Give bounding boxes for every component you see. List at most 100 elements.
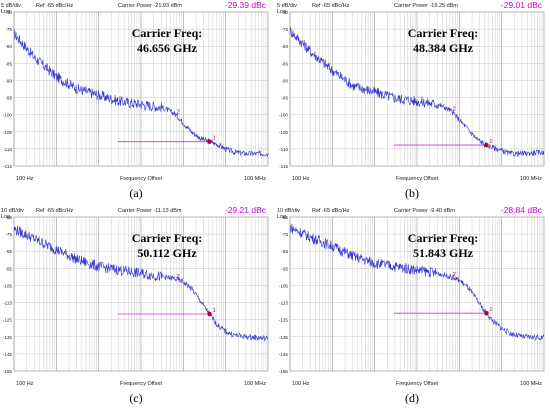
carrier-freq-value: 48.384 GHz — [413, 41, 473, 55]
marker-2-label: 2 — [177, 274, 180, 280]
marker-value: -29.01 dBc — [501, 0, 543, 10]
carrier-freq-title: Carrier Freq: — [407, 26, 479, 40]
phase-noise-panel-2: 5 dB/div Log Ref -65 dBc/Hz Carrier Power -… — [276, 0, 548, 205]
y-tick-label: -85 — [5, 61, 12, 66]
marker-1-label: 1 — [213, 136, 216, 142]
y-tick-label: -75 — [281, 232, 288, 237]
carrier-freq-label: Carrier Freq: 50.112 GHz — [112, 231, 222, 261]
phase-noise-panel-3: 10 dB/div Log Ref -65 dBc/Hz Carrier Power … — [0, 205, 272, 410]
y-tick-label: -100 — [279, 113, 289, 118]
carrier-freq-title: Carrier Freq: — [407, 231, 479, 245]
y-tick-label: -105 — [3, 130, 13, 135]
y-tick-label: -155 — [279, 369, 289, 374]
y-tick-label: -105 — [3, 283, 13, 288]
phase-noise-panel-4: 10 dB/div Log Ref -65 dBc/Hz Carrier Power … — [276, 205, 548, 410]
marker-1-label: 1 — [213, 308, 216, 314]
y-tick-label: -115 — [279, 301, 288, 306]
x-axis-label: Frequency Offset — [120, 381, 163, 387]
y-tick-label: -155 — [3, 369, 13, 374]
phase-noise-trace — [13, 225, 269, 342]
y-tick-label: -115 — [279, 164, 288, 169]
marker-value: -29.21 dBc — [225, 205, 267, 215]
ref-label: Ref -65 dBc/Hz — [312, 208, 350, 214]
y-tick-label: -75 — [281, 27, 288, 32]
x-axis-label: Frequency Offset — [120, 176, 163, 182]
x-end-label: 100 MHz — [244, 381, 266, 387]
panel-label: (b) — [405, 186, 419, 200]
y-tick-label: -65 — [281, 215, 288, 220]
marker-value: -29.39 dBc — [225, 0, 267, 10]
marker-2-label: 2 — [177, 110, 180, 116]
x-start-label: 100 Hz — [292, 176, 310, 182]
x-start-label: 100 Hz — [16, 381, 34, 387]
grid — [13, 11, 269, 167]
grid — [289, 11, 545, 167]
marker-2-label: 2 — [453, 272, 456, 278]
y-tick-label: -85 — [5, 249, 12, 254]
y-tick-label: -105 — [279, 130, 289, 135]
y-tick-label: -95 — [5, 96, 12, 101]
scale-label: 10 dB/div — [277, 208, 300, 214]
y-tick-label: -145 — [279, 352, 289, 357]
panel-label: (a) — [129, 186, 143, 200]
y-tick-label: -95 — [281, 266, 288, 271]
y-tick-label: -80 — [5, 44, 12, 49]
scale-label: 5 dB/div — [1, 3, 21, 9]
y-tick-label: -100 — [3, 113, 13, 118]
x-axis-label: Frequency Offset — [396, 176, 439, 182]
carrier-freq-title: Carrier Freq: — [131, 231, 203, 245]
carrier-freq-value: 50.112 GHz — [137, 246, 197, 260]
y-tick-label: -125 — [3, 318, 13, 323]
y-tick-label: -135 — [279, 335, 289, 340]
phase-noise-trace — [289, 223, 545, 341]
marker-1-dot — [207, 139, 212, 144]
y-tick-label: -125 — [279, 318, 289, 323]
marker-1-label: 1 — [489, 307, 492, 313]
y-tick-label: -65 — [5, 215, 12, 220]
y-tick-label: -95 — [281, 96, 288, 101]
marker-1-dot — [207, 311, 212, 317]
y-tick-label: -85 — [281, 61, 288, 66]
y-tick-label: -135 — [3, 335, 13, 340]
x-end-label: 100 MHz — [520, 176, 542, 182]
x-start-label: 100 Hz — [16, 176, 34, 182]
phase-noise-trace — [13, 29, 269, 158]
carrier-freq-title: Carrier Freq: — [131, 26, 203, 40]
y-tick-label: -110 — [279, 147, 288, 152]
y-tick-label: -90 — [5, 78, 12, 83]
phase-noise-trace — [289, 27, 545, 158]
y-tick-label: -70 — [5, 10, 12, 15]
y-tick-label: -115 — [3, 301, 12, 306]
y-tick-label: -105 — [279, 283, 289, 288]
ref-label: Ref -65 dBc/Hz — [312, 3, 350, 9]
marker-value: -28.84 dBc — [501, 205, 543, 215]
scale-label: 10 dB/div — [1, 208, 24, 214]
marker-1-dot — [484, 142, 489, 148]
ref-label: Ref -65 dBc/Hz — [36, 3, 74, 9]
scale-label: 5 dB/div — [277, 3, 297, 9]
y-tick-label: -90 — [281, 78, 288, 83]
x-start-label: 100 Hz — [292, 381, 310, 387]
carrier-freq-value: 51.843 GHz — [413, 246, 473, 260]
y-tick-label: -80 — [281, 44, 288, 49]
y-tick-label: -85 — [281, 249, 288, 254]
y-tick-label: -95 — [5, 266, 12, 271]
carrier-freq-label: Carrier Freq: 51.843 GHz — [388, 231, 498, 261]
marker-1-label: 1 — [489, 139, 492, 145]
log-label: Log — [277, 9, 286, 15]
carrier-power: Carrier Power -11.13 dBm — [118, 208, 182, 214]
y-tick-label: -70 — [281, 10, 288, 15]
log-label: Log — [277, 214, 286, 220]
x-end-label: 100 MHz — [244, 176, 266, 182]
marker-2-label: 2 — [453, 106, 456, 112]
panel-label: (c) — [129, 391, 143, 405]
carrier-power: Carrier Power -19.25 dBm — [394, 3, 458, 9]
carrier-power: Carrier Power -9.40 dBm — [394, 208, 455, 214]
x-end-label: 100 MHz — [520, 381, 542, 387]
carrier-freq-value: 46.656 GHz — [137, 41, 197, 55]
ref-label: Ref -65 dBc/Hz — [36, 208, 74, 214]
